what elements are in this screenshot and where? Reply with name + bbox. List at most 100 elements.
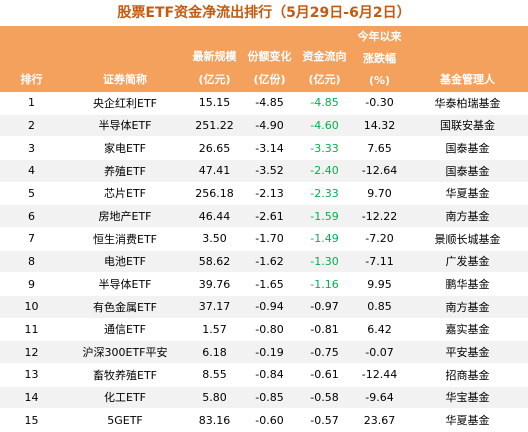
cell-rank: 15 — [0, 408, 63, 432]
header-scale: 最新规模 (亿元) — [187, 26, 242, 92]
header-share-change: 份额变化 (亿份) — [242, 26, 297, 92]
cell-rank: 14 — [0, 386, 63, 410]
cell-fund-flow: -0.97 — [297, 295, 352, 319]
cell-fund-flow: -0.75 — [297, 340, 352, 364]
header-fund-flow: 资金流向 (亿元) — [297, 26, 352, 92]
cell-name: 畜牧养殖ETF — [63, 363, 187, 387]
cell-name: 芯片ETF — [63, 182, 187, 206]
cell-share-change: -0.19 — [242, 340, 297, 364]
header-share-line1: 份额变化 — [247, 50, 292, 63]
cell-share-change: -0.80 — [242, 318, 297, 342]
cell-manager: 华宝基金 — [407, 386, 528, 410]
cell-scale: 8.55 — [187, 363, 242, 387]
cell-share-change: -0.84 — [242, 363, 297, 387]
cell-rank: 1 — [0, 92, 63, 115]
cell-manager: 国联安基金 — [407, 114, 528, 138]
cell-manager: 平安基金 — [407, 340, 528, 364]
table-row: 1 央企红利ETF 15.15 -4.85 -4.85 -0.30 华泰柏瑞基金 — [0, 92, 528, 115]
cell-scale: 6.18 — [187, 340, 242, 364]
table-row: 10 有色金属ETF 37.17 -0.94 -0.97 0.85 南方基金 — [0, 295, 528, 319]
cell-scale: 46.44 — [187, 204, 242, 228]
cell-name: 养殖ETF — [63, 159, 187, 183]
table-row: 14 化工ETF 5.80 -0.85 -0.58 -9.64 华宝基金 — [0, 386, 528, 410]
cell-fund-flow: -0.57 — [297, 408, 352, 432]
cell-rank: 3 — [0, 136, 63, 160]
cell-manager: 国泰基金 — [407, 136, 528, 160]
cell-fund-flow: -0.81 — [297, 318, 352, 342]
cell-manager: 广发基金 — [407, 250, 528, 274]
cell-fund-flow: -2.40 — [297, 159, 352, 183]
cell-rank: 13 — [0, 363, 63, 387]
table-row: 15 5GETF 83.16 -0.60 -0.57 23.67 华夏基金 — [0, 408, 528, 432]
cell-ytd-change: -7.11 — [352, 250, 407, 274]
cell-fund-flow: -2.33 — [297, 182, 352, 206]
cell-rank: 9 — [0, 272, 63, 296]
header-ytd-line3: (%) — [368, 74, 391, 87]
cell-scale: 37.17 — [187, 295, 242, 319]
cell-fund-flow: -3.33 — [297, 136, 352, 160]
cell-scale: 256.18 — [187, 182, 242, 206]
header-rank-label: 排行 — [20, 73, 43, 86]
table-row: 2 半导体ETF 251.22 -4.90 -4.60 14.32 国联安基金 — [0, 114, 528, 138]
cell-share-change: -1.70 — [242, 227, 297, 251]
cell-ytd-change: 6.42 — [352, 318, 407, 342]
cell-rank: 5 — [0, 182, 63, 206]
cell-name: 家电ETF — [63, 136, 187, 160]
cell-name: 通信ETF — [63, 318, 187, 342]
header-share-line2: (亿份) — [253, 73, 286, 86]
header-manager: 基金管理人 — [407, 26, 528, 92]
cell-name: 电池ETF — [63, 250, 187, 274]
table-row: 3 家电ETF 26.65 -3.14 -3.33 7.65 国泰基金 — [0, 136, 528, 160]
table-title: 股票ETF资金净流出排行（5月29日-6月2日） — [117, 5, 411, 21]
cell-fund-flow: -1.30 — [297, 250, 352, 274]
cell-manager: 华夏基金 — [407, 182, 528, 206]
header-ytd-change: 今年以来 涨跌幅 (%) — [352, 26, 407, 92]
cell-ytd-change: 9.95 — [352, 272, 407, 296]
page: 股票ETF资金净流出排行（5月29日-6月2日） 排行 证券简称 最新规模 (亿… — [0, 5, 528, 432]
cell-scale: 26.65 — [187, 136, 242, 160]
table-row: 7 恒生消费ETF 3.50 -1.70 -1.49 -7.20 景顺长城基金 — [0, 227, 528, 251]
cell-name: 房地产ETF — [63, 204, 187, 228]
cell-name: 5GETF — [63, 408, 187, 432]
cell-ytd-change: -12.22 — [352, 204, 407, 228]
cell-ytd-change: -12.64 — [352, 159, 407, 183]
cell-manager: 南方基金 — [407, 295, 528, 319]
cell-fund-flow: -4.85 — [297, 92, 352, 115]
cell-fund-flow: -0.61 — [297, 363, 352, 387]
cell-rank: 6 — [0, 204, 63, 228]
header-ytd-line2: 涨跌幅 — [363, 52, 396, 65]
cell-manager: 鹏华基金 — [407, 272, 528, 296]
cell-scale: 47.41 — [187, 159, 242, 183]
cell-manager: 国泰基金 — [407, 159, 528, 183]
cell-share-change: -4.85 — [242, 92, 297, 115]
cell-share-change: -0.60 — [242, 408, 297, 432]
cell-manager: 嘉实基金 — [407, 318, 528, 342]
table-row: 8 电池ETF 58.62 -1.62 -1.30 -7.11 广发基金 — [0, 250, 528, 274]
cell-manager: 南方基金 — [407, 204, 528, 228]
table-row: 13 畜牧养殖ETF 8.55 -0.84 -0.61 -12.44 招商基金 — [0, 363, 528, 387]
cell-scale: 1.57 — [187, 318, 242, 342]
cell-scale: 83.16 — [187, 408, 242, 432]
cell-share-change: -1.62 — [242, 250, 297, 274]
etf-outflow-table: 排行 证券简称 最新规模 (亿元) 份额变化 (亿份) 资金流向 (亿元) — [0, 26, 528, 432]
header-manager-label: 基金管理人 — [440, 73, 495, 86]
header-row: 排行 证券简称 最新规模 (亿元) 份额变化 (亿份) 资金流向 (亿元) — [0, 26, 528, 92]
cell-share-change: -3.52 — [242, 159, 297, 183]
cell-ytd-change: -7.20 — [352, 227, 407, 251]
cell-rank: 12 — [0, 340, 63, 364]
table-body: 1 央企红利ETF 15.15 -4.85 -4.85 -0.30 华泰柏瑞基金 2 半导体ET… — [0, 92, 528, 432]
cell-share-change: -2.13 — [242, 182, 297, 206]
cell-rank: 10 — [0, 295, 63, 319]
cell-rank: 2 — [0, 114, 63, 138]
table-row: 9 半导体ETF 39.76 -1.65 -1.16 9.95 鹏华基金 — [0, 272, 528, 296]
cell-scale: 5.80 — [187, 386, 242, 410]
cell-fund-flow: -0.58 — [297, 386, 352, 410]
cell-share-change: -0.85 — [242, 386, 297, 410]
cell-name: 半导体ETF — [63, 114, 187, 138]
header-name: 证券简称 — [63, 26, 187, 92]
cell-share-change: -0.94 — [242, 295, 297, 319]
cell-name: 半导体ETF — [63, 272, 187, 296]
table-row: 5 芯片ETF 256.18 -2.13 -2.33 9.70 华夏基金 — [0, 182, 528, 206]
cell-fund-flow: -1.16 — [297, 272, 352, 296]
header-rank: 排行 — [0, 26, 63, 92]
